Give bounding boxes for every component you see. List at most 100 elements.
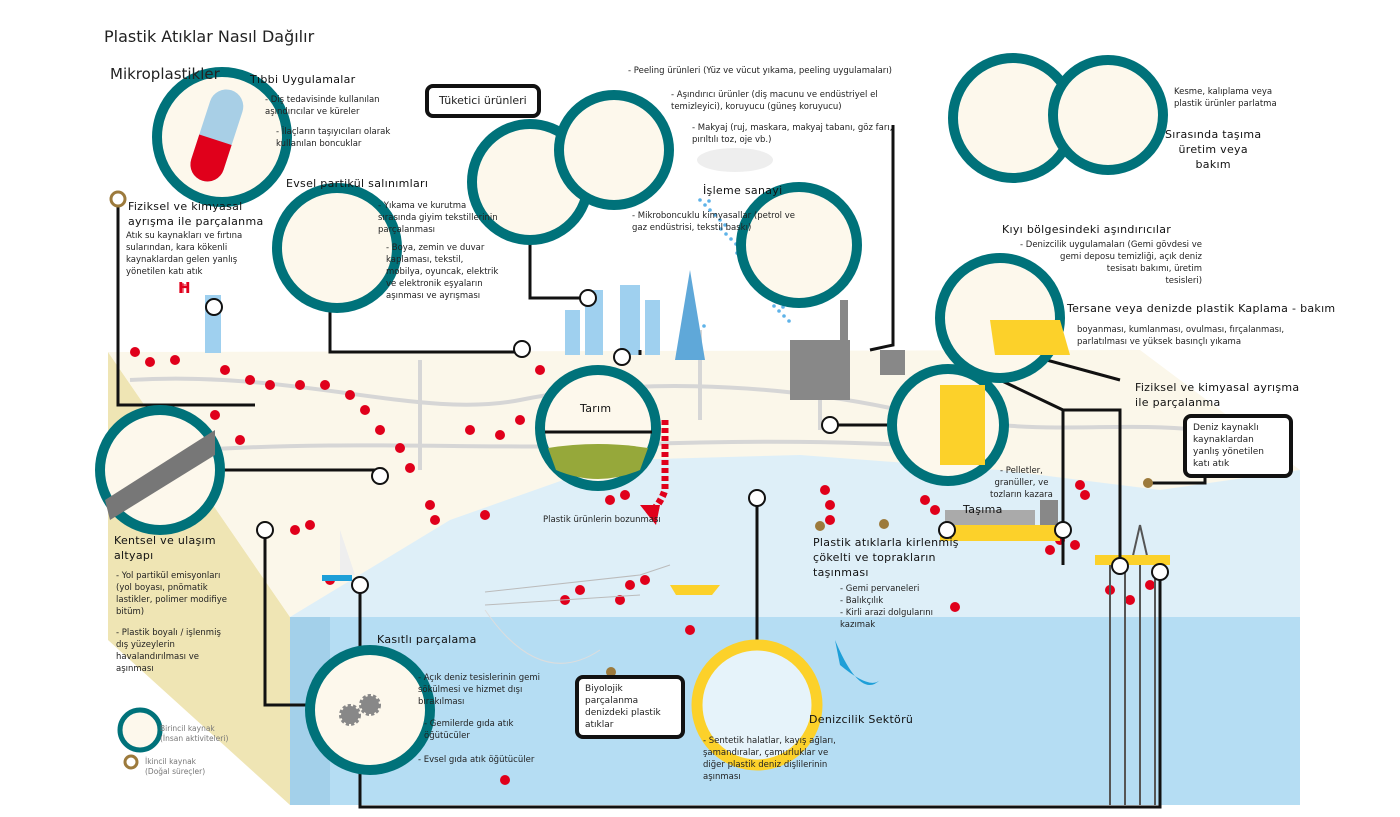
intentional-item: - Gemilerde gıda atık öğütücüler (424, 719, 514, 741)
plastic-particle (1045, 545, 1055, 555)
legend-secondary-label: İkincil kaynak (Doğal süreçler) (145, 757, 206, 776)
maritime-heading: Denizcilik Sektörü (809, 713, 914, 726)
transport-heading: Taşıma (963, 503, 1003, 516)
plastic-particle (1125, 595, 1135, 605)
consumer-source-circle (554, 90, 674, 210)
coastal-item: - Denizcilik uygulamaları (Gemi gövdesi … (1020, 240, 1203, 286)
legend-secondary-icon (123, 754, 139, 770)
plastic-particle (345, 390, 355, 400)
plastic-particle (620, 490, 630, 500)
connector-node (205, 298, 223, 316)
cutting-heading: Sırasında taşıma üretim veya bakım (1165, 128, 1262, 171)
connector-node (613, 348, 631, 366)
agriculture-heading: Tarım (580, 402, 612, 415)
plastic-particle (500, 775, 510, 785)
plastic-particle (825, 515, 835, 525)
plastic-particle (210, 410, 220, 420)
plastic-particle (605, 495, 615, 505)
weathering-land-item: Atık su kaynakları ve fırtına sularından… (126, 231, 243, 277)
plastic-particle (405, 463, 415, 473)
consumer-item: - Makyaj (ruj, maskara, makyaj tabanı, g… (692, 123, 893, 145)
plastic-particle (235, 435, 245, 445)
plastic-particle (920, 495, 930, 505)
industry-source-circle (736, 182, 862, 308)
plastic-particle (820, 485, 830, 495)
medical-item: - Diş tedavisinde kullanılan aşındırıcıl… (265, 95, 380, 117)
household-heading: Evsel partikül salınımları (286, 177, 429, 190)
household-source-circle (272, 183, 402, 313)
plastic-particle (305, 520, 315, 530)
urban-item: - Yol partikül emisyonları (yol boyası, … (116, 571, 227, 617)
plastic-particle (825, 500, 835, 510)
plastic-particle (930, 505, 940, 515)
secondary-source-marker (1143, 478, 1153, 488)
gear-icon (339, 704, 361, 726)
shipyard-item: boyanması, kumlanması, ovulması, fırçala… (1077, 325, 1285, 347)
connector-node (513, 340, 531, 358)
plastic-particle (395, 443, 405, 453)
plastic-particle (170, 355, 180, 365)
secondary-source-marker (109, 190, 127, 208)
page-title: Plastik Atıklar Nasıl Dağılır (104, 27, 315, 46)
medical-heading: Tıbbi Uygulamalar (250, 73, 356, 86)
shipyard-heading: Tersane veya denizde plastik Kaplama - b… (1067, 302, 1336, 315)
transport-item: - Pelletler, granüller, ve tozların kaza… (990, 466, 1053, 500)
connector-node (821, 416, 839, 434)
legend-primary-label: Birincil kaynak (İnsan aktiviteleri) (160, 724, 229, 743)
plastic-particle (1080, 490, 1090, 500)
connector-node (371, 467, 389, 485)
connector-node (256, 521, 274, 539)
urban-heading: Kentsel ve ulaşım altyapı (114, 534, 216, 562)
plastic-particle (360, 405, 370, 415)
cutting-description: Kesme, kalıplama veya plastik ürünler pa… (1174, 87, 1277, 109)
weathering-sea-heading: Fiziksel ve kimyasal ayrışma ile parçala… (1135, 381, 1300, 409)
connector-node (1111, 557, 1129, 575)
subtitle: Mikroplastikler (110, 65, 220, 83)
plastic-particle (295, 380, 305, 390)
plastic-particle (480, 510, 490, 520)
connector-node (748, 489, 766, 507)
plastic-particle (615, 595, 625, 605)
plastic-particle (575, 585, 585, 595)
plastic-particle (950, 602, 960, 612)
cutting-source-circle (1048, 55, 1168, 175)
connector-node (579, 289, 597, 307)
plastic-particle (245, 375, 255, 385)
plastic-particle (535, 365, 545, 375)
intentional-item: - Evsel gıda atık öğütücüler (418, 755, 535, 765)
plastic-particle (1070, 540, 1080, 550)
connector-node (1054, 521, 1072, 539)
plastic-particle (220, 365, 230, 375)
maritime-item: - Sentetik halatlar, kayış ağları, şaman… (703, 736, 836, 782)
sea-surface (290, 455, 1300, 617)
legend-primary-icon (117, 707, 163, 753)
coastal-heading: Kıyı bölgesindeki aşındırıcılar (1002, 223, 1172, 236)
svg-text:H: H (178, 279, 191, 297)
gear-icon (359, 694, 381, 716)
plastic-particle (130, 347, 140, 357)
consumer-item: - Peeling ürünleri (Yüz ve vücut yıkama,… (628, 66, 892, 76)
plastic-particle (430, 515, 440, 525)
plastic-particle (320, 380, 330, 390)
industry-item: - Mikroboncuklu kimyasallar (petrol ve g… (632, 211, 795, 233)
plastic-particle (290, 525, 300, 535)
household-item: - Yıkama ve kurutma sırasında giyim teks… (378, 201, 498, 235)
household-item: - Boya, zemin ve duvar kaplaması, teksti… (386, 243, 499, 301)
intentional-heading: Kasıtlı parçalama (377, 633, 477, 646)
plastic-particle (265, 380, 275, 390)
urban-item: - Plastik boyalı / işlenmiş dış yüzeyler… (116, 628, 221, 674)
sediment-heading: Plastik atıklarla kirlenmiş çökelti ve t… (813, 536, 959, 579)
consumer-item: - Aşındırıcı ürünler (diş macunu ve endü… (671, 90, 878, 112)
weathering-sea-box: Deniz kaynaklı kaynaklardan yanlış yönet… (1183, 414, 1293, 478)
plastic-particle (145, 357, 155, 367)
plastic-particle (685, 625, 695, 635)
medical-item: - İlaçların taşıyıcıları olarak kullanıl… (276, 127, 391, 149)
intentional-item: - Açık deniz tesislerinin gemi sökülmesi… (418, 673, 540, 707)
connector-node (938, 521, 956, 539)
plastic-particle (465, 425, 475, 435)
plastic-particle (1145, 580, 1155, 590)
plastic-particle (640, 575, 650, 585)
degradation-label: Plastik ürünlerin bozunması (543, 515, 661, 525)
